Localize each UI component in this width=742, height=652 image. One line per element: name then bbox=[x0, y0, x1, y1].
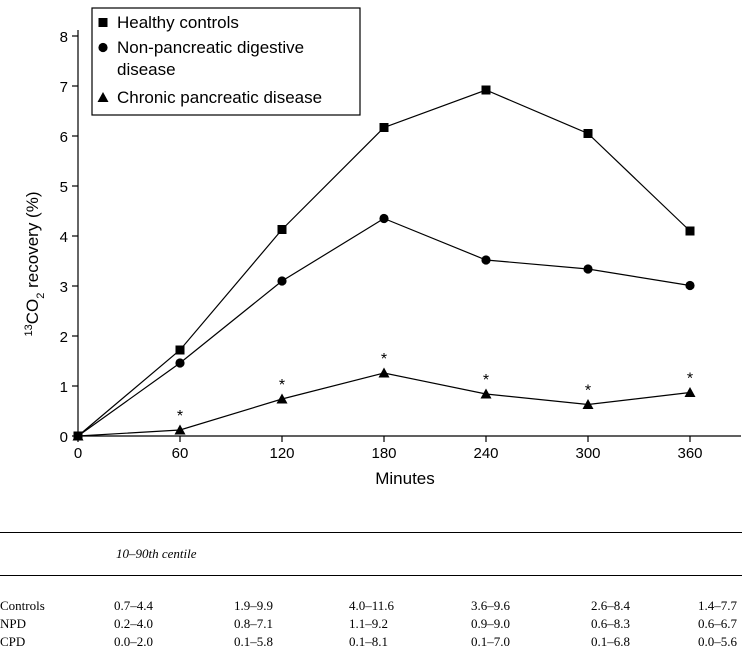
table-header-rule bbox=[0, 575, 742, 576]
series-square bbox=[73, 85, 695, 441]
y-tick-label: 4 bbox=[60, 229, 68, 246]
y-axis-title-main: CO bbox=[23, 299, 42, 325]
x-tick-label: 60 bbox=[172, 445, 189, 462]
table-row: NPD 0.2–4.0 0.8–7.1 1.1–9.2 0.9–9.0 0.6–8.3 0.… bbox=[0, 616, 742, 634]
significance-marker: * bbox=[483, 372, 489, 389]
data-point-square bbox=[481, 85, 491, 95]
table-header: 10–90th centile bbox=[116, 546, 197, 561]
table-cell: 0.6–6.7 bbox=[698, 616, 737, 631]
x-tick-label: 240 bbox=[473, 445, 498, 462]
legend-label: Non-pancreatic digestive disease bbox=[117, 38, 304, 79]
table-cell: 0.7–4.4 bbox=[114, 598, 153, 613]
line-chart: 0 1 2 3 4 5 6 7 8 0 60 120 180 240 300 360 * * * * * * Healt… bbox=[23, 7, 741, 488]
data-point-square bbox=[685, 226, 695, 236]
y-tick-label: 6 bbox=[60, 129, 68, 146]
table-cell: 0.1–6.8 bbox=[591, 634, 630, 649]
table-cell: 0.8–7.1 bbox=[234, 616, 273, 631]
table-cell: 1.4–7.7 bbox=[698, 598, 737, 613]
data-point-circle bbox=[481, 255, 491, 265]
x-tick-label: 180 bbox=[371, 445, 396, 462]
x-tick-label: 300 bbox=[575, 445, 600, 462]
x-tick-label: 360 bbox=[677, 445, 702, 462]
legend-marker-square bbox=[98, 18, 108, 27]
data-point-triangle bbox=[378, 367, 390, 378]
legend-label: Chronic pancreatic disease bbox=[117, 88, 322, 107]
table-cell: 1.9–9.9 bbox=[234, 598, 273, 613]
data-point-triangle bbox=[582, 399, 594, 409]
data-point-square bbox=[175, 345, 185, 355]
table-cell: 0.0–5.6 bbox=[698, 634, 737, 649]
data-point-triangle bbox=[276, 393, 288, 404]
significance-marker: * bbox=[585, 383, 591, 400]
y-axis-title-subscript: 2 bbox=[35, 293, 47, 299]
table-cell: 0.9–9.0 bbox=[471, 616, 510, 631]
table-cell: 3.6–9.6 bbox=[471, 598, 510, 613]
row-label: NPD bbox=[0, 616, 27, 631]
legend-box bbox=[91, 7, 361, 116]
y-tick-label: 0 bbox=[60, 429, 68, 446]
y-axis-title-superscript: 13 bbox=[23, 324, 35, 336]
y-axis-title: 13CO2 recovery (%) bbox=[23, 192, 47, 337]
data-point-circle bbox=[379, 213, 389, 224]
x-tick-label: 120 bbox=[269, 445, 294, 462]
significance-marker: * bbox=[687, 371, 693, 388]
y-tick-label: 3 bbox=[60, 279, 68, 296]
table-cell: 0.0–2.0 bbox=[114, 634, 153, 649]
series-line bbox=[77, 372, 691, 437]
legend: Healthy controls Non-pancreatic digestive… bbox=[91, 7, 361, 116]
table-top-rule bbox=[0, 532, 742, 533]
data-point-triangle bbox=[174, 424, 186, 435]
table-cell: 4.0–11.6 bbox=[349, 598, 395, 613]
table-row: Controls 0.7–4.4 1.9–9.9 4.0–11.6 3.6–9.6 2.6… bbox=[0, 598, 742, 616]
legend-label: Healthy controls bbox=[117, 13, 239, 32]
series-circle bbox=[73, 213, 695, 441]
series-triangle bbox=[72, 367, 696, 441]
annotation-layer: * * * * * * bbox=[177, 351, 693, 425]
y-tick-label: 5 bbox=[60, 179, 68, 196]
axes: 0 1 2 3 4 5 6 7 8 0 60 120 180 240 300 360 bbox=[60, 29, 741, 462]
series-line bbox=[77, 89, 691, 437]
data-point-circle bbox=[277, 276, 287, 286]
x-axis-title: Minutes bbox=[375, 469, 435, 488]
table-cell: 0.1–5.8 bbox=[234, 634, 273, 649]
table-cell: 0.2–4.0 bbox=[114, 616, 153, 631]
data-point-square bbox=[583, 129, 593, 138]
table-cell: 0.1–8.1 bbox=[349, 634, 388, 649]
y-tick-label: 7 bbox=[60, 79, 68, 96]
table-cell: 0.6–8.3 bbox=[591, 616, 630, 631]
data-point-square bbox=[277, 225, 287, 234]
table-cell: 2.6–8.4 bbox=[591, 598, 630, 613]
y-tick-label: 1 bbox=[60, 379, 68, 396]
row-label: Controls bbox=[0, 598, 45, 613]
y-axis-title-rest: recovery (%) bbox=[23, 192, 42, 293]
data-point-circle bbox=[583, 264, 593, 274]
data-point-triangle bbox=[72, 430, 84, 441]
row-label: CPD bbox=[0, 634, 26, 649]
series-layer bbox=[72, 85, 696, 441]
data-point-triangle bbox=[480, 388, 492, 399]
data-point-circle bbox=[175, 358, 185, 368]
y-tick-label: 2 bbox=[60, 329, 68, 346]
data-point-circle bbox=[685, 280, 695, 291]
table-cell: 1.1–9.2 bbox=[349, 616, 388, 631]
significance-marker: * bbox=[279, 377, 285, 394]
legend-marker-triangle bbox=[97, 92, 109, 102]
data-point-square bbox=[379, 123, 389, 132]
significance-marker: * bbox=[381, 351, 387, 368]
y-tick-label: 8 bbox=[60, 29, 68, 46]
data-point-triangle bbox=[684, 387, 696, 397]
table-cell: 0.1–7.0 bbox=[471, 634, 510, 649]
legend-marker-circle bbox=[98, 42, 108, 53]
table-row: CPD 0.0–2.0 0.1–5.8 0.1–8.1 0.1–7.0 0.1–6.8 0.… bbox=[0, 634, 742, 652]
x-tick-label: 0 bbox=[74, 445, 82, 462]
significance-marker: * bbox=[177, 408, 183, 425]
